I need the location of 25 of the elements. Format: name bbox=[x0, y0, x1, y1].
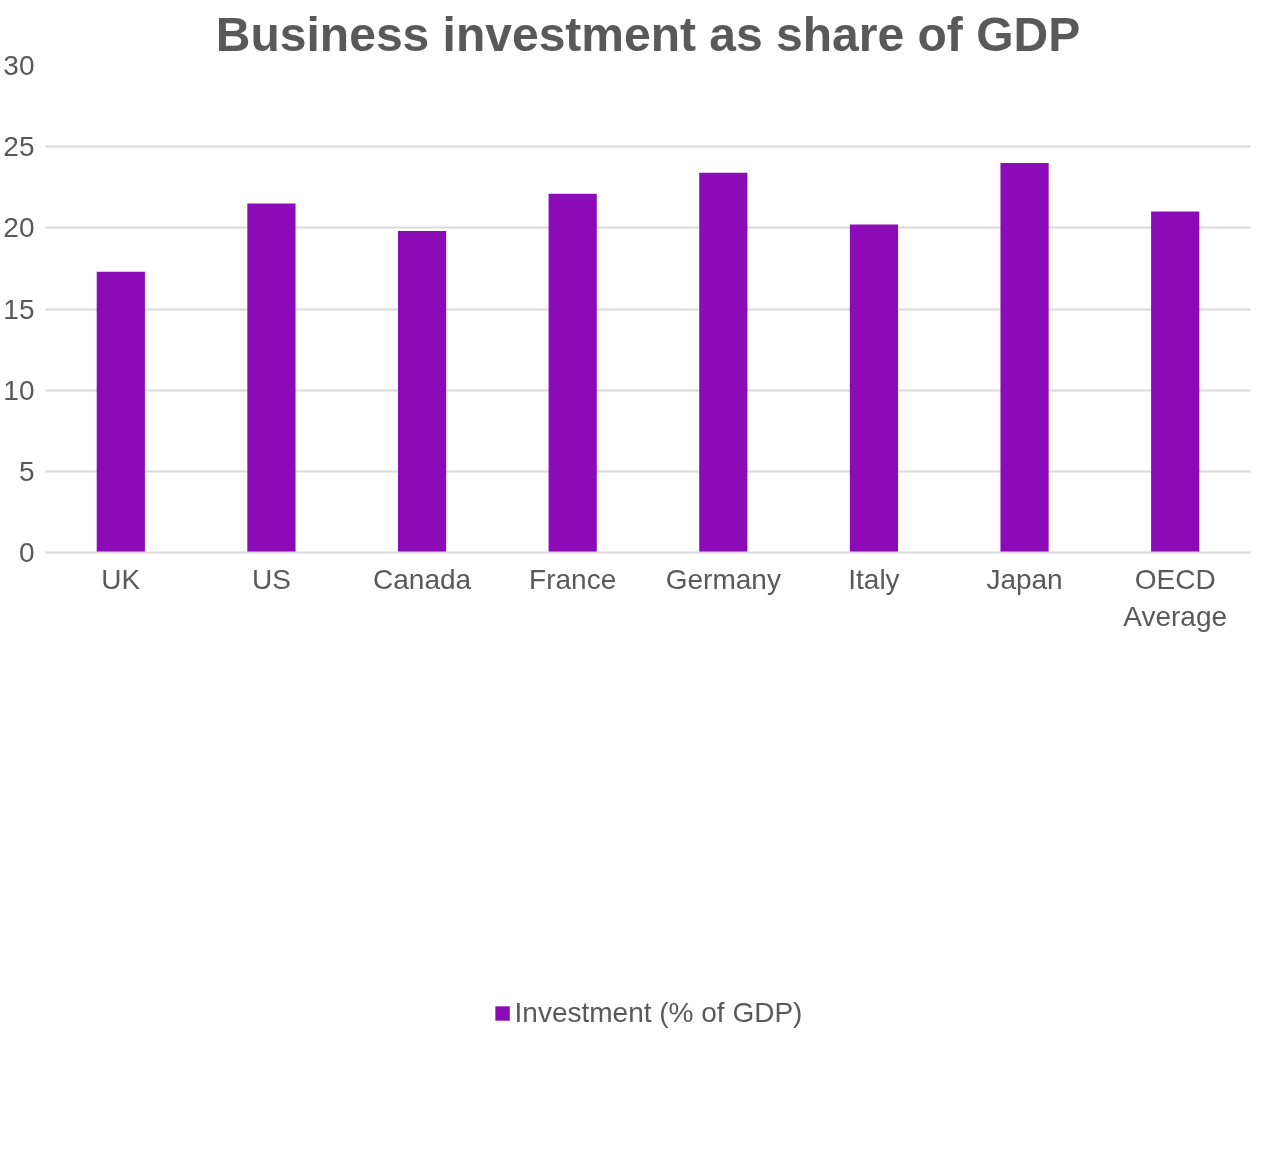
y-tick-label: 0 bbox=[18, 537, 35, 568]
x-tick-label: Japan bbox=[986, 563, 1063, 595]
y-tick-label: 25 bbox=[3, 131, 35, 163]
x-tick-label: Canada bbox=[373, 563, 472, 595]
bar bbox=[96, 271, 145, 553]
bar bbox=[247, 203, 296, 553]
y-tick-label: 5 bbox=[18, 455, 35, 487]
legend-label: Investment (% of GDP) bbox=[514, 997, 803, 1029]
chart-title: Business investment as share of GDP bbox=[215, 7, 1081, 61]
bar bbox=[1151, 211, 1200, 553]
x-tick-label: OECD Average bbox=[1123, 563, 1228, 632]
x-tick-label: France bbox=[529, 563, 617, 595]
bar bbox=[1000, 162, 1049, 553]
bar bbox=[397, 231, 447, 553]
y-tick-label: 20 bbox=[3, 212, 35, 244]
x-tick-label: UK bbox=[101, 563, 141, 595]
y-tick-label: 10 bbox=[3, 374, 35, 406]
y-tick-label: 15 bbox=[3, 293, 35, 325]
bar bbox=[548, 193, 597, 553]
x-tick-label: Italy bbox=[848, 563, 900, 595]
x-tick-label: Germany bbox=[665, 563, 781, 595]
bar bbox=[699, 172, 748, 553]
y-tick-label: 30 bbox=[3, 50, 35, 81]
x-tick-label: US bbox=[251, 563, 291, 595]
bar bbox=[849, 224, 899, 553]
